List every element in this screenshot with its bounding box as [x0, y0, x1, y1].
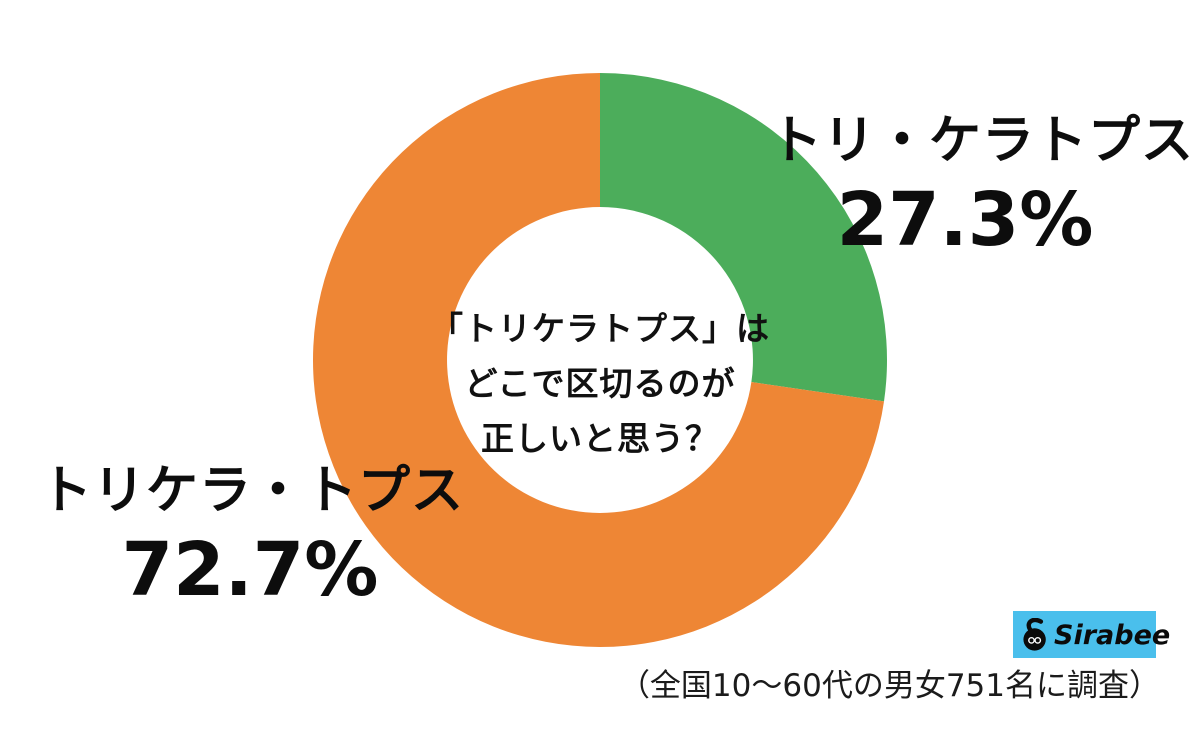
donut-chart-container — [313, 73, 887, 647]
slice-value: 27.3% — [836, 176, 1094, 263]
slice-name: トリケラ・トプス — [40, 461, 465, 521]
slice-value: 72.7% — [121, 526, 379, 613]
chart-question: 「トリケラトプス」は どこで区切るのが 正しいと思う？ — [400, 301, 800, 466]
slice-label-torikera-topusu: トリケラ・トプス 72.7% — [40, 461, 465, 613]
sirabee-logo-text: Sirabee — [1054, 620, 1171, 651]
slice-label-tori-keratopusu: トリ・ケラトプス 27.3% — [770, 111, 1195, 263]
donut-slice — [313, 73, 885, 647]
chart-question-line-1: 「トリケラトプス」は — [430, 309, 770, 348]
chart-question-line-3: 正しいと思う？ — [481, 419, 719, 458]
sirabee-bee-icon — [1023, 617, 1046, 651]
chart-question-line-2: どこで区切るのが — [464, 364, 736, 403]
donut-slice — [600, 73, 887, 402]
survey-note: （全国10〜60代の男女751名に調査） — [618, 668, 1160, 704]
slice-name: トリ・ケラトプス — [770, 111, 1195, 171]
donut-chart — [313, 73, 887, 647]
sirabee-logo: Sirabee — [1013, 611, 1170, 658]
